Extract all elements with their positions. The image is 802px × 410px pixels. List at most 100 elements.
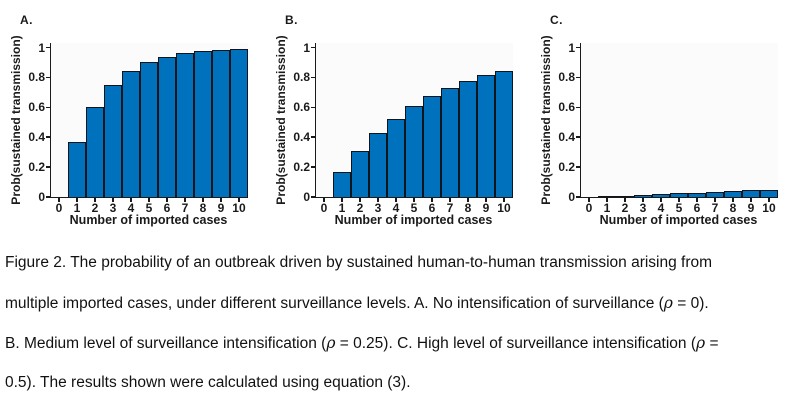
x-tick-label: 10 <box>762 201 776 215</box>
bar-x1 <box>332 171 351 197</box>
bar-x6 <box>422 96 441 197</box>
x-tick-mark <box>323 198 325 202</box>
x-tick-mark <box>377 198 379 202</box>
bar-x2 <box>85 106 104 197</box>
y-tick-label: 0 <box>303 190 310 204</box>
figure-caption: Figure 2. The probability of an outbreak… <box>5 243 719 403</box>
x-tick-mark <box>220 198 222 202</box>
x-tick-label: 8 <box>199 201 207 215</box>
bar-x7 <box>705 191 724 197</box>
bar-x7 <box>175 53 194 197</box>
x-tick-mark <box>606 198 608 202</box>
y-tick-mark <box>576 106 581 109</box>
bar-x3 <box>103 84 122 197</box>
bar-x4 <box>121 70 140 197</box>
x-tick-label: 0 <box>320 201 328 215</box>
bar-x3 <box>368 133 387 197</box>
x-tick-mark <box>449 198 451 202</box>
bar-x2 <box>615 195 634 197</box>
x-tick-mark <box>485 198 487 202</box>
x-tick-mark <box>130 198 132 202</box>
x-tick-mark <box>732 198 734 202</box>
x-tick-label: 10 <box>232 201 246 215</box>
x-tick-mark <box>238 198 240 202</box>
panel-label-c: C. <box>550 13 563 27</box>
x-tick-mark <box>395 198 397 202</box>
x-tick-mark <box>341 198 343 202</box>
bar-x10 <box>759 189 778 197</box>
y-tick-mark <box>46 136 51 138</box>
bar-x9 <box>476 75 495 197</box>
bar-x8 <box>723 191 742 197</box>
x-tick-label: 7 <box>446 201 454 215</box>
caption-line-2: multiple imported cases, under different… <box>5 294 709 312</box>
y-tick-label: 0.6 <box>558 100 575 115</box>
x-tick-mark <box>112 198 114 202</box>
bar-x10 <box>229 48 248 197</box>
x-tick-label: 4 <box>657 201 665 215</box>
y-tick-label: 0 <box>568 190 575 204</box>
y-tick-mark <box>576 196 581 198</box>
x-tick-label: 9 <box>482 201 490 215</box>
figure-2: A. Prob(sustained transmission) 0 0.2 0.4 0… <box>9 0 778 240</box>
bar-x5 <box>669 193 688 197</box>
x-tick-label: 8 <box>464 201 472 215</box>
bar-x4 <box>386 118 405 197</box>
x-tick-label: 4 <box>392 201 400 215</box>
y-axis-label: Prob(sustained transmission) <box>9 35 23 205</box>
bar-x6 <box>157 56 176 197</box>
y-tick-mark <box>576 76 581 79</box>
chart-panel-b: B. Prob(sustained transmission) 0 0.2 0.4 0… <box>265 0 530 240</box>
x-tick-mark <box>166 198 168 202</box>
x-tick-label: 1 <box>603 201 611 215</box>
y-tick-label: 1 <box>303 40 310 55</box>
y-tick-label: 0.4 <box>28 130 45 145</box>
bar-x3 <box>633 194 652 197</box>
y-tick-label: 0.8 <box>558 70 575 85</box>
x-tick-mark <box>413 198 415 202</box>
panel-label-a: A. <box>20 13 33 27</box>
y-tick-label: 1 <box>38 40 45 55</box>
bar-x5 <box>404 106 423 197</box>
x-tick-label: 5 <box>675 201 683 215</box>
x-tick-mark <box>624 198 626 202</box>
y-tick-mark <box>46 166 51 168</box>
x-tick-label: 3 <box>374 201 382 215</box>
x-tick-mark <box>202 198 204 202</box>
bar-x1 <box>67 141 86 197</box>
y-tick-mark <box>46 76 51 79</box>
x-tick-label: 5 <box>410 201 418 215</box>
bar-x9 <box>741 190 760 197</box>
x-tick-label: 2 <box>91 201 99 215</box>
x-tick-mark <box>359 198 361 202</box>
x-tick-label: 1 <box>73 201 81 215</box>
y-tick-label: 0.2 <box>558 160 575 175</box>
y-tick-mark <box>576 166 581 168</box>
x-tick-mark <box>642 198 644 202</box>
x-tick-label: 3 <box>109 201 117 215</box>
x-tick-mark <box>660 198 662 202</box>
bar-x1 <box>597 196 616 197</box>
x-tick-label: 8 <box>729 201 737 215</box>
caption-line-4: 0.5). The results shown were calculated … <box>5 374 411 391</box>
bar-x2 <box>350 150 369 197</box>
y-tick-label: 0.8 <box>293 70 310 85</box>
caption-line-3: B. Medium level of surveillance intensif… <box>5 334 719 352</box>
x-tick-mark <box>148 198 150 202</box>
bar-x7 <box>440 88 459 197</box>
y-tick-mark <box>311 166 316 168</box>
x-tick-mark <box>94 198 96 202</box>
y-tick-mark <box>311 196 316 198</box>
plot-area-b: 0 0.2 0.4 0.6 0.8 1 0 1 2 3 4 5 6 7 8 9 10 <box>293 41 513 215</box>
x-tick-mark <box>58 198 60 202</box>
y-tick-label: 0.4 <box>558 130 575 145</box>
bar-x5 <box>139 62 158 197</box>
y-tick-mark <box>46 46 51 49</box>
y-axis-label: Prob(sustained transmission) <box>274 35 288 205</box>
x-tick-mark <box>750 198 752 202</box>
y-tick-label: 0.6 <box>293 100 310 115</box>
y-axis-label: Prob(sustained transmission) <box>539 35 553 205</box>
y-tick-mark <box>46 106 51 109</box>
x-tick-label: 9 <box>747 201 755 215</box>
x-tick-label: 6 <box>693 201 701 215</box>
